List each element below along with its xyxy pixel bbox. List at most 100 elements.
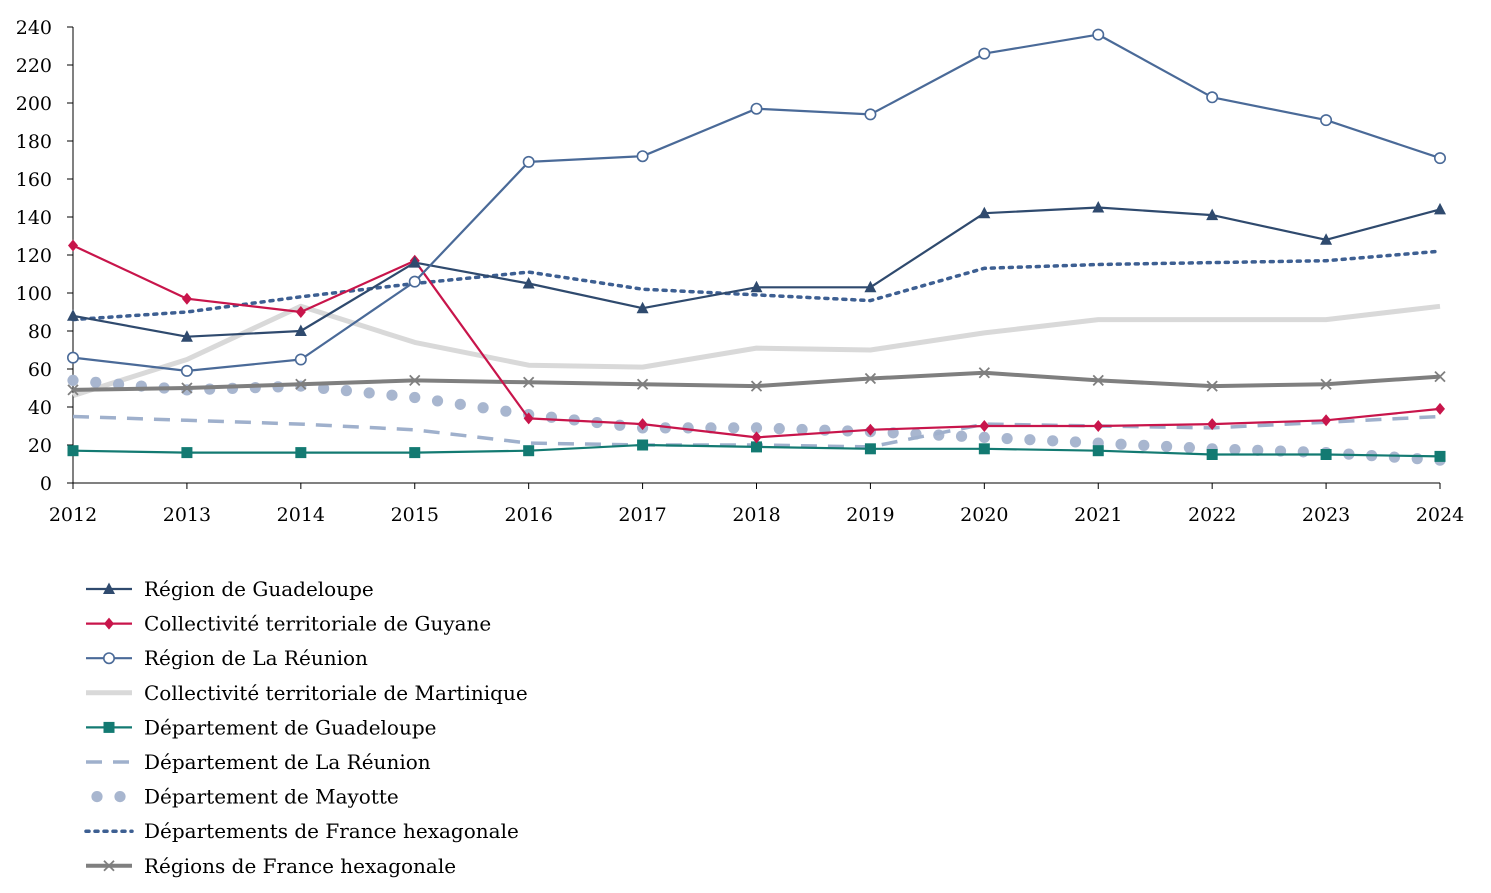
series-dot	[500, 405, 512, 417]
y-tick-label: 60	[28, 359, 52, 381]
legend: Région de Guadeloupe Collectivité territo…	[84, 577, 528, 878]
series-dot	[90, 376, 102, 388]
x-tick-label: 2024	[1416, 504, 1464, 526]
series-dot	[1138, 439, 1150, 451]
data-point	[1434, 370, 1446, 383]
series-line	[71, 249, 1442, 322]
legend-label: Département de Guadeloupe	[144, 715, 436, 739]
series-dot	[1047, 435, 1059, 447]
series-dot	[1069, 436, 1082, 448]
data-point	[181, 447, 193, 459]
y-tick-label: 40	[28, 397, 52, 419]
series-dot	[431, 395, 444, 407]
series-dot	[477, 402, 489, 414]
y-tick-label: 20	[28, 435, 52, 457]
y-tick-label: 180	[16, 131, 52, 153]
series-layer	[67, 28, 1447, 466]
data-point	[1206, 380, 1218, 392]
legend-swatch	[91, 791, 103, 803]
data-point	[750, 280, 763, 293]
data-point	[750, 102, 763, 115]
data-point	[67, 309, 79, 321]
data-point	[751, 431, 762, 444]
legend-item: Département de La Réunion	[86, 750, 431, 774]
data-point	[294, 353, 307, 366]
data-point	[1320, 378, 1332, 390]
data-point	[1206, 91, 1219, 104]
data-point	[1435, 402, 1445, 415]
x-tick-label: 2022	[1188, 504, 1236, 526]
legend-label: Départements de France hexagonale	[144, 819, 519, 843]
data-point	[636, 378, 649, 390]
data-point	[408, 275, 421, 288]
y-tick-label: 0	[40, 473, 52, 495]
data-point	[1434, 450, 1446, 462]
x-tick-label: 2018	[732, 504, 780, 526]
data-point	[978, 206, 991, 219]
data-point	[1434, 152, 1447, 165]
data-point	[409, 447, 421, 459]
y-tick-label: 200	[16, 93, 52, 115]
legend-label: Région de La Réunion	[144, 646, 368, 670]
data-point	[751, 441, 762, 453]
legend-label: Régions de France hexagonale	[144, 854, 456, 878]
data-point	[67, 384, 79, 396]
axes: 0 20 40 60 80 100 120 140 160 180 200 220 240 2012 201…	[16, 17, 1464, 526]
legend-item: Régions de France hexagonale	[86, 854, 456, 878]
legend-item: Région de La Réunion	[86, 646, 368, 670]
data-point	[978, 47, 991, 60]
legend-marker	[104, 617, 114, 630]
series-dot	[728, 422, 740, 434]
data-point	[180, 364, 193, 377]
data-point	[1321, 414, 1332, 427]
data-point	[523, 412, 534, 425]
series-dot	[1183, 442, 1195, 454]
data-point	[68, 239, 78, 252]
series-dot	[1024, 434, 1036, 446]
data-point	[181, 292, 192, 305]
x-tick-label: 2014	[277, 504, 325, 526]
data-point	[978, 443, 990, 455]
legend-item: Collectivité territoriale de Guyane	[86, 612, 491, 636]
y-tick-label: 240	[16, 17, 52, 39]
y-tick-label: 100	[16, 283, 52, 305]
legend-marker	[103, 721, 115, 733]
data-point	[295, 378, 307, 390]
series-departements-de-france-hexagonale	[71, 249, 1442, 322]
data-point	[864, 443, 876, 455]
data-point	[294, 324, 307, 336]
series-dot	[773, 423, 785, 435]
data-point	[864, 280, 877, 293]
data-point	[865, 423, 876, 436]
series-dot	[363, 387, 375, 399]
series-dot	[67, 374, 79, 386]
data-point	[1320, 449, 1332, 460]
data-point	[1092, 201, 1105, 213]
series-dot	[614, 419, 626, 431]
series-dot	[1252, 444, 1264, 456]
series-dot	[659, 422, 671, 434]
series-dot	[1115, 438, 1127, 450]
legend-item: Département de Guadeloupe	[86, 715, 436, 739]
series-dot	[955, 430, 968, 442]
data-point	[523, 376, 535, 388]
series-dot	[545, 411, 558, 423]
x-tick-label: 2020	[960, 504, 1008, 526]
x-tick-label: 2019	[846, 504, 894, 526]
data-point	[522, 155, 535, 168]
series-dot	[1388, 451, 1401, 463]
legend-label: Département de La Réunion	[144, 750, 431, 774]
series-region-de-la-reunion	[67, 28, 1447, 377]
data-point	[523, 445, 535, 457]
legend-item: Départements de France hexagonale	[84, 819, 519, 843]
series-dot	[750, 422, 763, 434]
legend-item: Région de Guadeloupe	[86, 577, 374, 601]
series-dot	[340, 385, 352, 397]
series-dot	[1161, 440, 1173, 453]
y-tick-label: 120	[16, 245, 52, 267]
data-point	[1093, 420, 1104, 432]
data-point	[1206, 449, 1218, 460]
series-line	[72, 244, 1441, 439]
legend-item: Collectivité territoriale de Martinique	[86, 681, 528, 705]
